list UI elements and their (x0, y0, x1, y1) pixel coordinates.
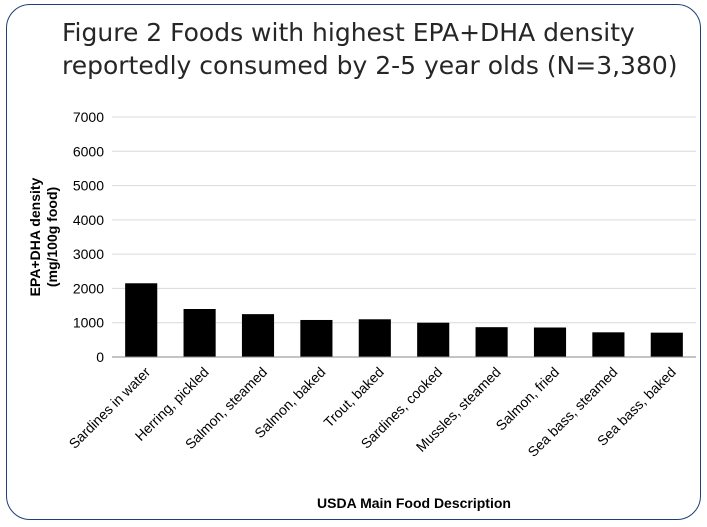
bar (241, 314, 275, 357)
y-tick-label: 7000 (73, 109, 104, 125)
gridlines (112, 116, 696, 324)
chart-title-text: Foods with highest EPA+DHA density repor… (62, 18, 678, 80)
bar (650, 332, 683, 357)
bar (358, 319, 391, 357)
figure-frame (6, 4, 701, 520)
bar (475, 327, 508, 357)
y-tick-label: 0 (96, 349, 104, 365)
y-tick-label: 5000 (73, 178, 104, 194)
bar (183, 309, 216, 357)
bar (300, 319, 333, 357)
bar (592, 332, 625, 357)
chart-title: Figure 2 Foods with highest EPA+DHA dens… (62, 16, 692, 82)
bar (533, 327, 567, 357)
x-axis-label: USDA Main Food Description (317, 495, 511, 511)
y-axis-label-line2: (mg/100g food) (44, 187, 60, 287)
figure-number: Figure 2 (62, 18, 163, 47)
y-tick-label: 4000 (73, 212, 104, 228)
y-tick-label: 6000 (73, 143, 104, 159)
y-axis-ticks: 0 1000 2000 3000 4000 5000 6000 7000 (73, 109, 104, 365)
y-axis-label-line1: EPA+DHA density (27, 177, 43, 296)
bar (417, 322, 450, 357)
y-tick-label: 2000 (73, 280, 104, 296)
bar (125, 283, 158, 357)
y-tick-label: 1000 (73, 315, 104, 331)
bars (125, 283, 683, 357)
y-tick-label: 3000 (73, 246, 104, 262)
